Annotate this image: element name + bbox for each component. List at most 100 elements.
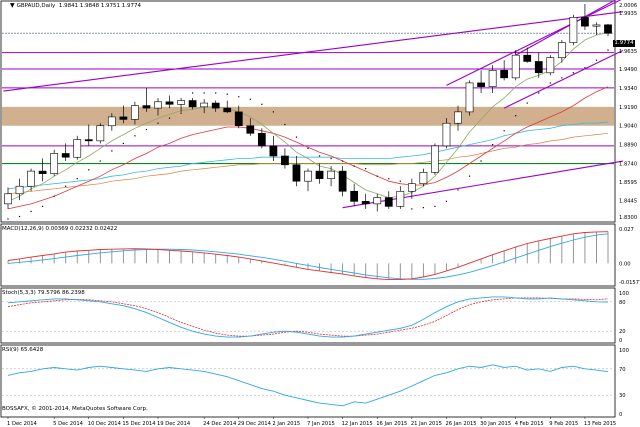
sar-dot [99,160,101,162]
sar-dot [549,82,551,84]
candle-bullish [419,172,428,185]
candle-bearish [142,105,151,109]
sar-dot [145,128,148,131]
date-tick-label: 5 Dec 2014 [53,421,84,427]
candle-bullish [327,170,335,179]
date-tick-label: 7 Jan 2015 [307,421,335,427]
candle-bullish [177,100,185,105]
chart-header: ▼ GBPAUD,Daily 1.9841 1.9848 1.9751 1.977… [10,2,141,10]
macd-tick-label: -0.01577 [619,280,640,286]
macd-tick-label: 0.027 [619,227,634,233]
candle-bearish [477,82,485,87]
trendline [515,0,617,56]
candle-bullish [431,145,439,173]
sar-dot [457,189,459,191]
candle-bullish [442,122,451,147]
sar-dot [434,205,436,207]
date-tick-label: 13 Feb 2015 [584,421,616,427]
macd-label: MACD(12,26,9) 0.00369 0.02232 0.02422 [2,226,118,232]
price-tick-label: 1.8890 [619,143,637,149]
candle-bearish [257,133,266,147]
candle-bearish [223,107,232,113]
date-tick-label: 2 Jan 2015 [272,421,300,427]
sar-dot [65,185,67,187]
copyright-text: BOSSAFX, © 2001-2014, MetaQuotes Softwar… [2,406,148,412]
candle-bullish [304,170,312,182]
price-tick-label: 1.8595 [619,180,637,186]
candle-bullish [396,190,405,207]
sar-dot [192,92,194,94]
sar-dot [526,102,528,104]
sar-dot [595,59,598,61]
candle-bearish [38,170,47,174]
candle-bullish [131,105,139,120]
macd-signal-line [7,233,609,280]
sar-dot [353,165,355,167]
candle-bearish [534,61,543,74]
candle-bullish [488,69,497,87]
sar-dot [53,195,55,197]
candle-bearish [361,201,370,205]
sar-dot [445,200,448,202]
sar-dot [111,150,113,152]
date-tick-label: 19 Dec 2014 [157,421,191,427]
candle-bullish [546,57,555,74]
sar-dot [607,49,609,51]
stoch-tick-label: 0 [619,338,622,344]
candle-bullish [569,17,578,43]
candle-bullish [407,183,416,192]
price-tick-label: 1.8740 [619,162,637,168]
candle-bearish [119,116,128,120]
moving-average-long [7,121,609,190]
stoch-panel[interactable] [0,287,616,344]
stoch-tick-label: 80 [619,300,626,306]
current-price-tag: 1.9774 [613,40,635,47]
date-tick-label: 12 Jan 2015 [342,421,373,427]
price-tick-label: 1.9040 [619,124,637,130]
candle-bullish [4,193,12,205]
sar-dot [238,96,240,98]
rsi-layer [2,364,614,407]
sar-dot [492,144,494,146]
candle-bearish [234,111,243,127]
date-tick-label: 24 Dec 2014 [203,421,237,427]
candle-bullish [73,139,82,158]
dropdown-arrow-icon[interactable]: ▼ [10,2,15,9]
sar-dot [318,155,321,157]
rsi-tick-label: 0 [619,412,622,418]
candle-bullish [154,101,162,109]
sar-dot [76,178,78,180]
candle-bullish [373,197,382,205]
rsi-panel[interactable] [0,344,616,418]
price-tick-label: 1.9340 [619,86,637,92]
trendline [3,11,624,92]
sar-dot [203,92,205,94]
support-resistance-zone [2,106,614,126]
rsi-label: RSI(9) 65.6428 [2,347,44,353]
moving-average-slow [7,86,609,210]
candle-bullish [107,116,116,127]
sar-dot [503,130,505,132]
sar-dot [572,72,574,74]
candle-bullish [200,102,209,108]
stoch-signal-line [7,297,609,337]
sar-dot [365,167,367,170]
candle-bearish [604,24,612,34]
candle-bullish [27,170,35,187]
candle-bearish [315,170,324,179]
candle-bearish [523,54,532,62]
sar-dot [30,210,32,213]
sar-dot [538,92,540,94]
candle-bearish [61,153,70,158]
candle-bearish [188,100,197,108]
candle-bearish [500,69,509,79]
candle-bearish [350,190,359,202]
trendline [446,0,622,86]
candle-bearish [269,145,278,157]
rsi-tick-label: 30 [619,393,626,399]
date-tick-label: 4 Feb 2015 [515,421,544,427]
sar-dot [422,207,424,209]
sar-dot [307,147,309,150]
macd-panel[interactable] [0,223,616,287]
